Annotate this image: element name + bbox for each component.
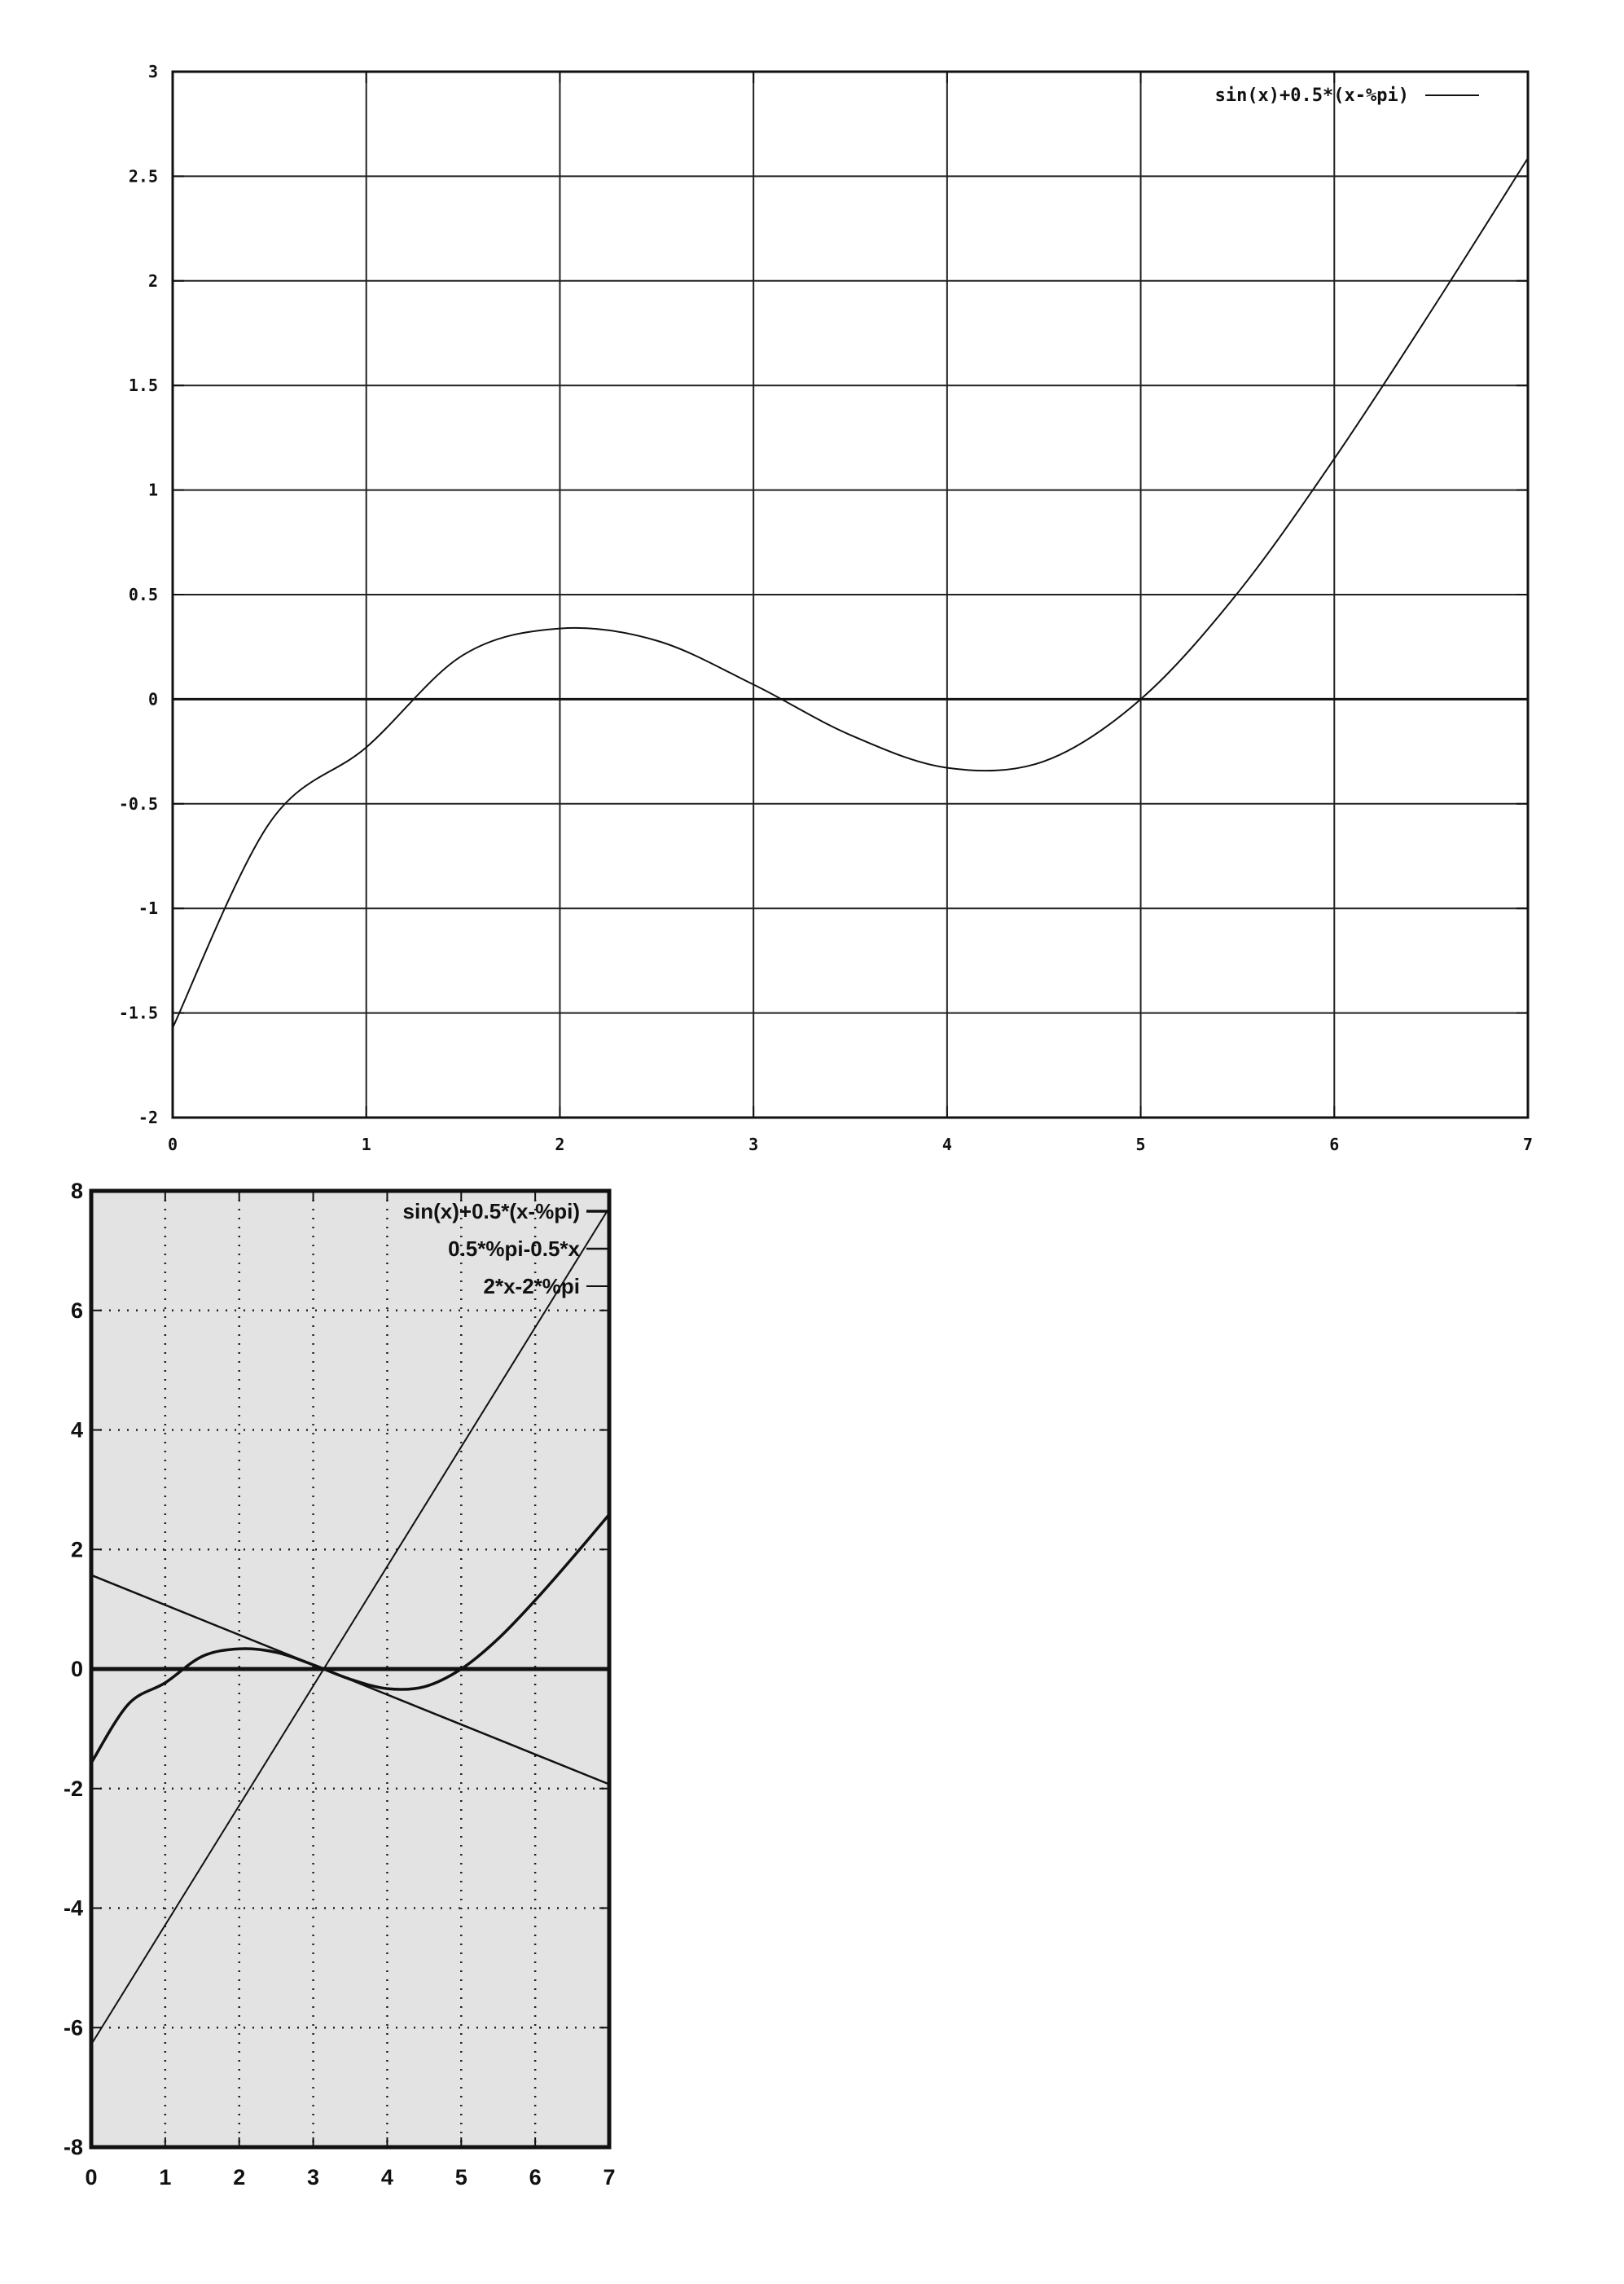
x-tick-label: 2 <box>233 2165 245 2190</box>
y-tick-label: -4 <box>64 1896 83 1921</box>
y-tick-label: -2 <box>64 1777 83 1801</box>
x-tick-label: 7 <box>1523 1135 1533 1154</box>
bottom-chart: 0 1 2 3 4 5 6 7 -8 -6 -4 -2 0 2 4 6 8 sin(x)+0.5*(x-%pi) 0… <box>64 1179 616 2190</box>
legend-label: sin(x)+0.5*(x-%pi) <box>403 1199 580 1223</box>
y-tick-label: 1.5 <box>129 376 158 395</box>
y-tick-label: 4 <box>71 1418 83 1443</box>
y-tick-label: -1 <box>138 898 158 918</box>
x-tick-label: 7 <box>603 2165 615 2190</box>
x-tick-label: 0 <box>85 2165 97 2190</box>
y-tick-label: 8 <box>71 1179 83 1203</box>
series-line <box>90 1207 610 2045</box>
legend-label: 0.5*%pi-0.5*x <box>448 1236 580 1261</box>
y-tick-label: 1 <box>148 481 158 500</box>
series-line <box>90 1574 610 1785</box>
y-tick-label: 0 <box>148 689 158 709</box>
plot-frame <box>89 1188 612 2150</box>
x-tick-label: 5 <box>1136 1135 1146 1154</box>
y-tick-label: -1.5 <box>119 1004 158 1023</box>
x-tick-label: 4 <box>381 2165 393 2190</box>
x-tick-label: 5 <box>455 2165 467 2190</box>
x-tick-label: 6 <box>1329 1135 1339 1154</box>
x-tick-label: 3 <box>748 1135 758 1154</box>
top-chart: 0 1 2 3 4 5 6 7 -2 -1.5 -1 -0.5 0 0.5 1 1.5 2 2.5 3 sin(x)+… <box>119 62 1533 1154</box>
y-tick-label: 3 <box>148 62 158 81</box>
x-tick-label: 6 <box>529 2165 542 2190</box>
y-tick-label: -8 <box>64 2135 83 2159</box>
x-tick-label: 4 <box>942 1135 952 1154</box>
y-tick-label: 2 <box>148 271 158 291</box>
y-tick-label: -2 <box>138 1108 158 1127</box>
x-tick-label: 0 <box>168 1135 178 1154</box>
y-tick-label: 2.5 <box>129 166 158 186</box>
y-tick-label: -6 <box>64 2015 83 2040</box>
plot-frame <box>171 70 1530 1119</box>
y-tick-label: -0.5 <box>119 794 158 814</box>
x-tick-label: 3 <box>307 2165 319 2190</box>
y-tick-label: 0.5 <box>129 585 158 604</box>
y-tick-label: 0 <box>71 1657 83 1681</box>
x-tick-label: 2 <box>555 1135 564 1154</box>
y-tick-label: 6 <box>71 1298 83 1323</box>
x-tick-label: 1 <box>362 1135 371 1154</box>
y-tick-label: 2 <box>71 1537 83 1561</box>
x-tick-label: 1 <box>159 2165 171 2190</box>
legend-label: 2*x-2*%pi <box>484 1274 581 1298</box>
legend-label: sin(x)+0.5*(x-%pi) <box>1215 86 1409 106</box>
series-line <box>172 157 1529 1029</box>
